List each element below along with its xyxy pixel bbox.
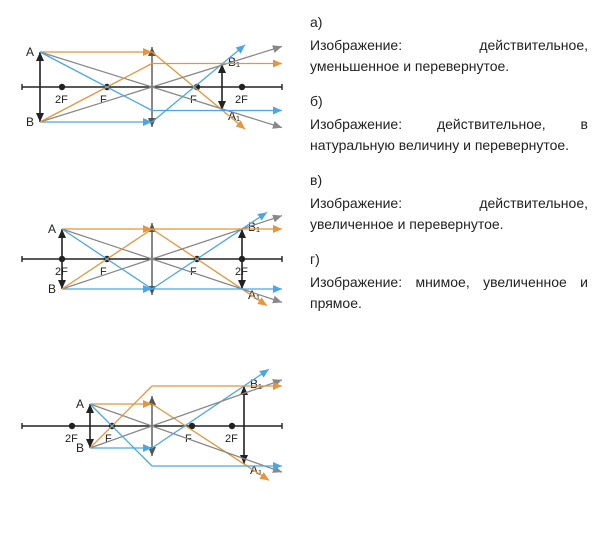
- diagram-a: 2FFF2FABB₁A₁: [12, 12, 292, 162]
- description-d-body: Изображение: мнимое, увеличенное и прямо…: [310, 272, 588, 314]
- diagram-c: 2FFF2FABB₁A₁: [12, 356, 292, 526]
- description-a-head: а): [310, 12, 588, 33]
- svg-text:F: F: [100, 94, 107, 106]
- description-b-body: Изображение: действительное, в натуральн…: [310, 114, 588, 156]
- svg-text:A: A: [48, 222, 56, 236]
- svg-text:F: F: [105, 433, 112, 445]
- svg-text:B: B: [76, 441, 84, 455]
- diagram-b: 2FFF2FABB₁A₁: [12, 184, 292, 334]
- description-d: г) Изображение: мнимое, увеличенное и пр…: [310, 249, 588, 324]
- descriptions-column: а) Изображение: действительное, уменьшен…: [310, 12, 588, 526]
- svg-text:B: B: [48, 282, 56, 296]
- diagrams-column: 2FFF2FABB₁A₁ 2FFF2FABB₁A₁ 2FFF2FABB₁A₁: [12, 12, 292, 526]
- description-d-head: г): [310, 249, 588, 270]
- description-b: б) Изображение: действительное, в натура…: [310, 91, 588, 166]
- description-a: а) Изображение: действительное, уменьшен…: [310, 12, 588, 87]
- description-b-head: б): [310, 91, 588, 112]
- svg-text:A: A: [76, 397, 84, 411]
- svg-text:2F: 2F: [225, 433, 238, 445]
- description-c-head: в): [310, 170, 588, 191]
- description-a-body: Изображение: действительное, уменьшенное…: [310, 35, 588, 77]
- description-c-body: Изображение: действительное, увеличенное…: [310, 193, 588, 235]
- svg-text:B: B: [26, 115, 34, 129]
- svg-text:2F: 2F: [55, 94, 68, 106]
- page: 2FFF2FABB₁A₁ 2FFF2FABB₁A₁ 2FFF2FABB₁A₁ а…: [12, 12, 588, 526]
- description-c: в) Изображение: действительное, увеличен…: [310, 170, 588, 245]
- svg-text:2F: 2F: [235, 94, 248, 106]
- svg-text:A: A: [26, 45, 34, 59]
